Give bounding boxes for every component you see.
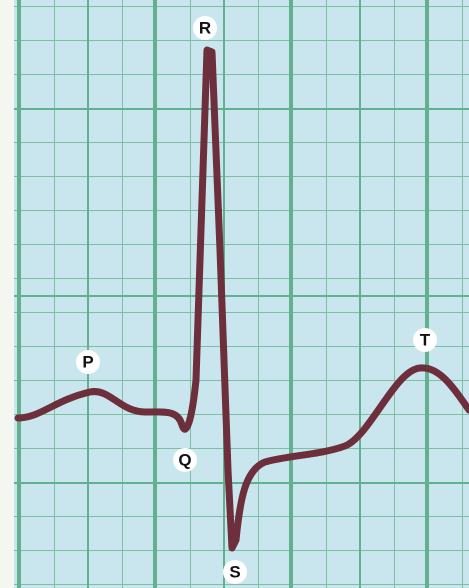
ecg-diagram: R P Q T S: [0, 0, 469, 588]
label-s: S: [223, 560, 247, 584]
page: R P Q T S (() => { const data = JSON.par…: [0, 0, 469, 588]
wave-label: R: [199, 19, 211, 38]
label-r: R: [193, 16, 217, 40]
label-q: Q: [173, 448, 197, 472]
wave-label: Q: [178, 451, 191, 470]
wave-label: P: [82, 353, 93, 372]
label-t: T: [413, 328, 437, 352]
wave-label: S: [229, 563, 240, 582]
label-p: P: [76, 350, 100, 374]
wave-label: T: [420, 331, 431, 350]
